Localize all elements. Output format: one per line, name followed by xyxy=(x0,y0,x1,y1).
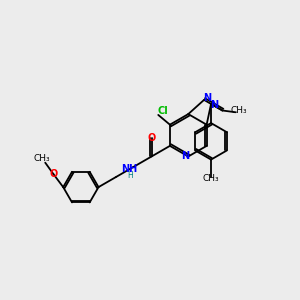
Text: N: N xyxy=(211,100,219,110)
Text: NH: NH xyxy=(121,164,137,174)
Text: CH₃: CH₃ xyxy=(230,106,247,115)
Text: N: N xyxy=(181,152,189,161)
Text: CH₃: CH₃ xyxy=(203,174,219,183)
Text: H: H xyxy=(127,171,133,180)
Text: O: O xyxy=(49,169,58,179)
Text: O: O xyxy=(147,133,156,143)
Text: Cl: Cl xyxy=(157,106,168,116)
Text: N: N xyxy=(203,93,211,103)
Text: CH₃: CH₃ xyxy=(34,154,51,163)
